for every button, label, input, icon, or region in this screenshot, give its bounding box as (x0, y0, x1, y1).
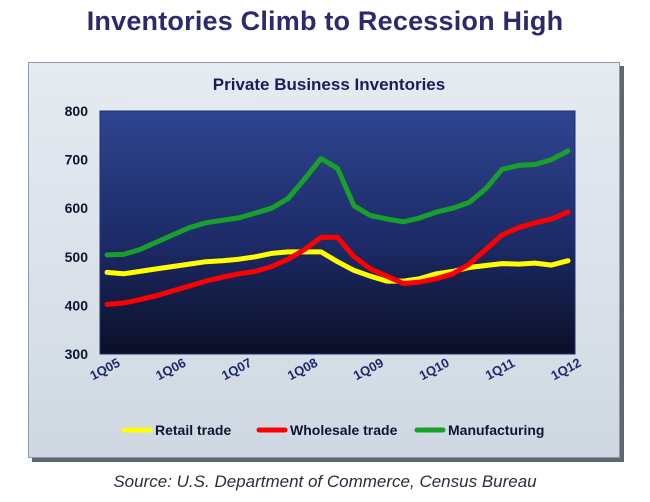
legend-label: Wholesale trade (290, 422, 398, 438)
x-tick-label: 1Q12 (548, 355, 583, 383)
x-tick-label: 1Q11 (483, 355, 517, 383)
x-tick-label: 1Q09 (351, 355, 386, 383)
series-layer (104, 148, 571, 307)
y-tick-label: 800 (65, 103, 89, 119)
y-tick-label: 700 (65, 152, 89, 168)
x-tick-label: 1Q10 (417, 355, 452, 383)
series-line-manufacturing (104, 148, 571, 258)
chart-title: Private Business Inventories (213, 75, 445, 94)
series-line-retail-trade (104, 249, 571, 284)
x-axis: 1Q05 1Q06 1Q07 1Q08 1Q09 1Q10 1Q11 1Q12 (87, 355, 583, 383)
y-tick-label: 600 (65, 200, 89, 216)
legend: Retail trade Wholesale trade Manufacturing (121, 422, 544, 438)
legend-label: Retail trade (155, 422, 231, 438)
x-tick-label: 1Q07 (219, 355, 254, 383)
x-tick-label: 1Q08 (285, 355, 320, 383)
page-title: Inventories Climb to Recession High (86, 6, 564, 36)
y-axis: 300 400 500 600 700 800 (65, 103, 89, 362)
series-line-wholesale-trade (104, 209, 571, 307)
chart-panel: Private Business Inventories 300 400 500 60… (28, 62, 620, 458)
line-chart: Private Business Inventories 300 400 500 60… (65, 75, 584, 438)
x-tick-label: 1Q05 (87, 355, 122, 383)
legend-label: Manufacturing (448, 422, 544, 438)
y-tick-label: 400 (65, 297, 89, 313)
source-note: Source: U.S. Department of Commerce, Cen… (113, 472, 537, 491)
x-tick-label: 1Q06 (153, 355, 188, 383)
y-tick-label: 500 (65, 249, 89, 265)
y-tick-label: 300 (65, 346, 89, 362)
